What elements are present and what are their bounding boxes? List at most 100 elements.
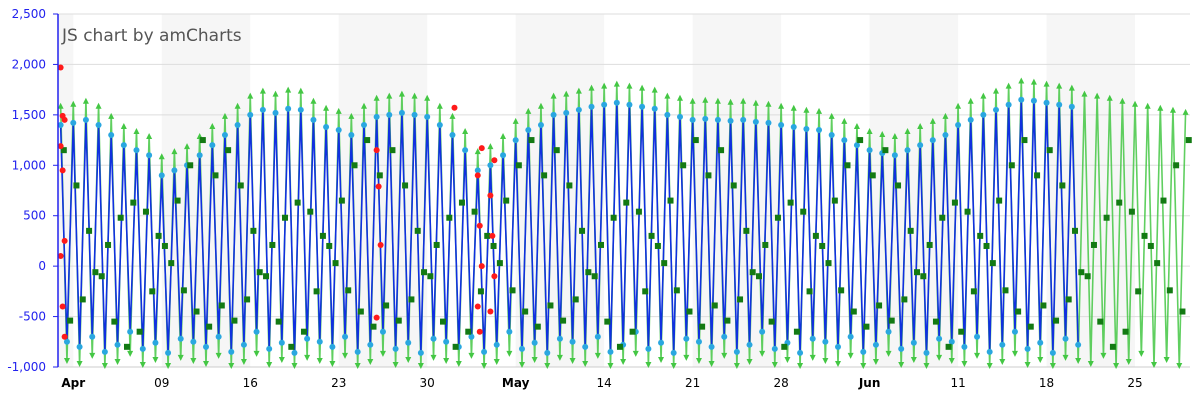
square-bullet [610, 214, 617, 221]
round-bullet [556, 335, 563, 342]
square-bullet [1065, 296, 1072, 303]
x-tick-label: 30 [420, 376, 435, 390]
arrow-down-bullet [1037, 356, 1044, 363]
square-bullet [541, 172, 548, 179]
arrow-down-bullet [784, 356, 791, 363]
arrow-up-bullet [765, 100, 772, 107]
round-bullet [765, 119, 772, 126]
red-point [59, 303, 66, 310]
square-bullet [1090, 241, 1097, 248]
round-bullet [120, 142, 127, 149]
round-bullet [512, 137, 519, 144]
round-bullet [658, 339, 665, 346]
square-bullet [654, 242, 661, 249]
arrow-up-bullet [1106, 94, 1113, 101]
arrow-down-bullet [683, 354, 690, 361]
arrow-down-bullet [1049, 363, 1056, 369]
red-point [377, 241, 384, 248]
arrow-up-bullet [790, 104, 797, 111]
square-bullet [168, 260, 175, 267]
square-bullet [79, 296, 86, 303]
square-bullet [256, 269, 263, 276]
arrow-up-bullet [449, 112, 456, 119]
arrow-up-bullet [537, 102, 544, 109]
arrow-down-bullet [936, 354, 943, 361]
square-bullet [1179, 308, 1186, 315]
square-bullet [288, 343, 295, 350]
round-bullet [1056, 101, 1063, 108]
red-point [61, 237, 68, 244]
round-bullet [683, 335, 690, 342]
square-bullet [1109, 343, 1116, 350]
round-bullet [171, 167, 178, 174]
square-bullet [579, 227, 586, 234]
red-point [57, 143, 64, 150]
round-bullet [386, 111, 393, 118]
square-bullet [161, 242, 168, 249]
round-bullet [936, 335, 943, 342]
square-bullet [1122, 328, 1129, 335]
arrow-up-bullet [778, 102, 785, 109]
arrow-down-bullet [443, 357, 450, 364]
arrow-up-bullet [1132, 100, 1139, 107]
round-bullet [847, 333, 854, 340]
week-band [692, 14, 782, 367]
round-bullet [537, 121, 544, 128]
square-bullet [970, 288, 977, 295]
round-bullet [329, 343, 336, 350]
arrow-up-bullet [601, 82, 608, 89]
square-bullet [1154, 260, 1161, 267]
arrow-down-bullet [316, 357, 323, 364]
square-bullet [338, 197, 345, 204]
round-bullet [974, 333, 981, 340]
red-point [57, 64, 64, 71]
x-tick-label: 14 [597, 376, 612, 390]
round-bullet [1030, 97, 1037, 104]
arrow-up-bullet [664, 92, 671, 99]
arrow-down-bullet [556, 354, 563, 361]
square-bullet [263, 273, 270, 280]
arrow-down-bullet [468, 352, 475, 359]
arrow-up-bullet [361, 102, 367, 109]
square-bullet [560, 317, 567, 324]
arrow-down-bullet [127, 350, 134, 357]
square-bullet [1084, 273, 1091, 280]
square-bullet [1128, 208, 1135, 215]
square-bullet [1008, 162, 1015, 169]
x-tick-label: 25 [1127, 376, 1142, 390]
red-point [61, 333, 68, 340]
arrow-up-bullet [411, 92, 418, 99]
round-bullet [240, 341, 247, 348]
arrow-down-bullet [177, 354, 184, 361]
square-bullet [598, 241, 604, 248]
round-bullet [361, 121, 367, 128]
square-bullet [206, 323, 213, 330]
square-bullet [964, 208, 971, 215]
round-bullet [228, 348, 235, 355]
round-bullet [639, 103, 646, 110]
arrow-down-bullet [278, 356, 285, 363]
square-bullet [888, 317, 895, 324]
round-bullet [285, 105, 292, 112]
round-bullet [139, 345, 146, 352]
y-axis: 2,500 2,000 1,500 1,000 500 0 -500 -1,000 [7, 7, 58, 374]
square-bullet [130, 199, 137, 206]
round-bullet [816, 126, 823, 133]
x-tick-label: 21 [685, 376, 700, 390]
square-bullet [269, 241, 276, 248]
red-point [478, 145, 485, 152]
round-bullet [70, 119, 77, 126]
round-bullet [727, 117, 734, 124]
round-bullet [759, 328, 766, 335]
square-bullet [357, 308, 364, 315]
arrow-down-bullet [910, 356, 917, 363]
square-bullet [402, 182, 409, 189]
arrow-up-bullet [436, 102, 443, 109]
arrow-up-bullet [702, 96, 709, 103]
square-bullet [218, 302, 225, 309]
square-bullet [1072, 227, 1078, 234]
square-bullet [680, 162, 687, 169]
round-bullet [379, 328, 386, 335]
round-bullet [398, 109, 405, 116]
